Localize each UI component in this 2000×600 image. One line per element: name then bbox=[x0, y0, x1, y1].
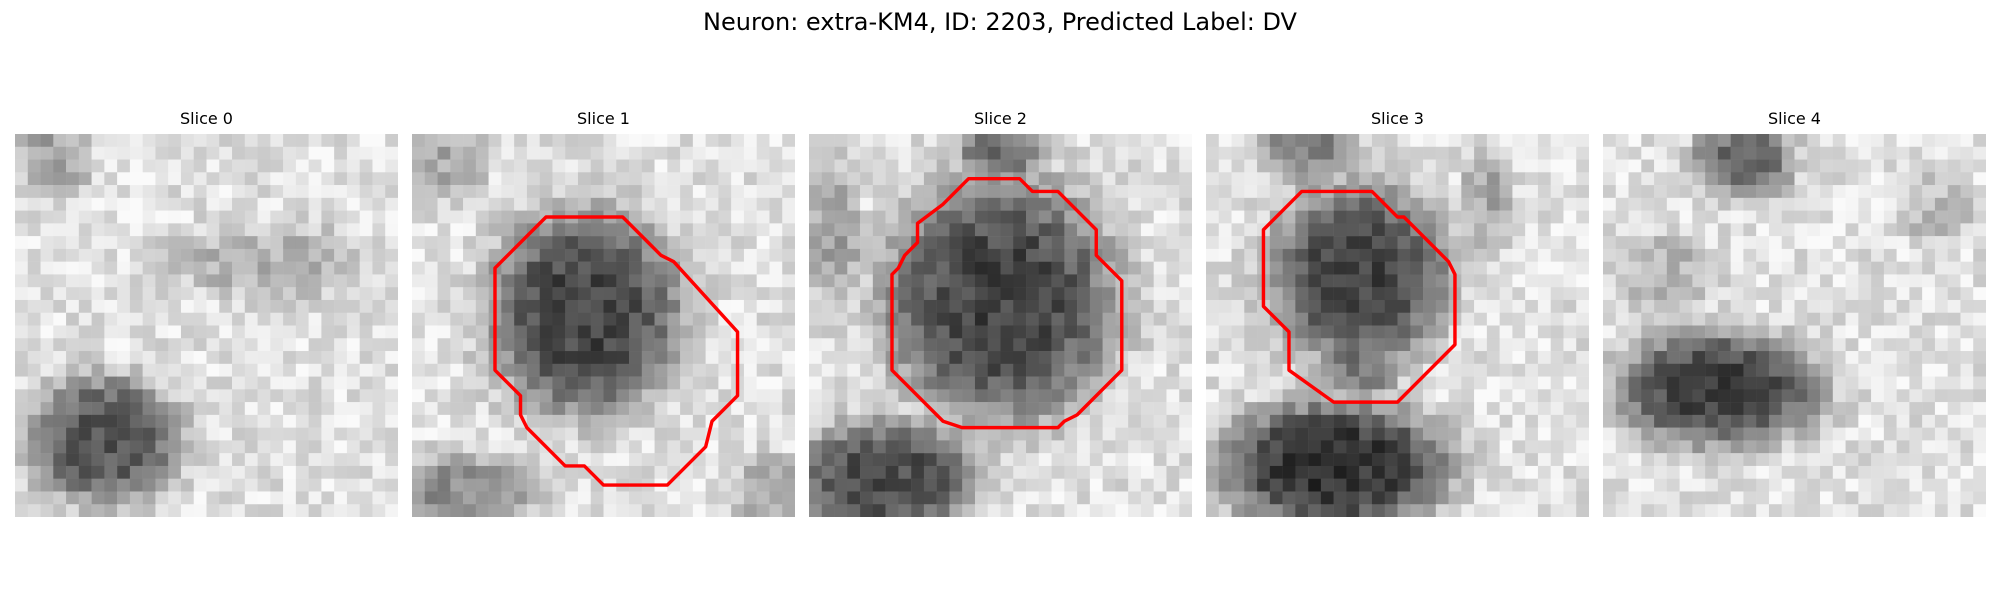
slice-image bbox=[1206, 134, 1589, 517]
slice-title: Slice 4 bbox=[1768, 109, 1821, 128]
slice-image bbox=[1603, 134, 1986, 517]
slice-title: Slice 1 bbox=[577, 109, 630, 128]
slice-image bbox=[412, 134, 795, 517]
pixel-grid bbox=[412, 134, 795, 517]
segmentation-contour bbox=[493, 215, 740, 487]
slice-title: Slice 0 bbox=[180, 109, 233, 128]
slice-panel-4: Slice 4 bbox=[1603, 108, 1986, 517]
slice-panel-3: Slice 3 bbox=[1206, 108, 1589, 517]
slice-panel-1: Slice 1 bbox=[412, 108, 795, 517]
pixel-grid bbox=[15, 134, 398, 517]
segmentation-contour bbox=[1261, 189, 1457, 404]
slice-title: Slice 3 bbox=[1371, 109, 1424, 128]
figure-title: Neuron: extra-KM4, ID: 2203, Predicted L… bbox=[703, 8, 1297, 36]
slice-image bbox=[809, 134, 1192, 517]
slice-title: Slice 2 bbox=[974, 109, 1027, 128]
slice-panel-0: Slice 0 bbox=[15, 108, 398, 517]
segmentation-contour bbox=[890, 176, 1124, 430]
pixel-grid bbox=[1603, 134, 1986, 517]
pixel-grid bbox=[1206, 134, 1589, 517]
pixel-grid bbox=[809, 134, 1192, 517]
slice-image bbox=[15, 134, 398, 517]
slice-panel-2: Slice 2 bbox=[809, 108, 1192, 517]
